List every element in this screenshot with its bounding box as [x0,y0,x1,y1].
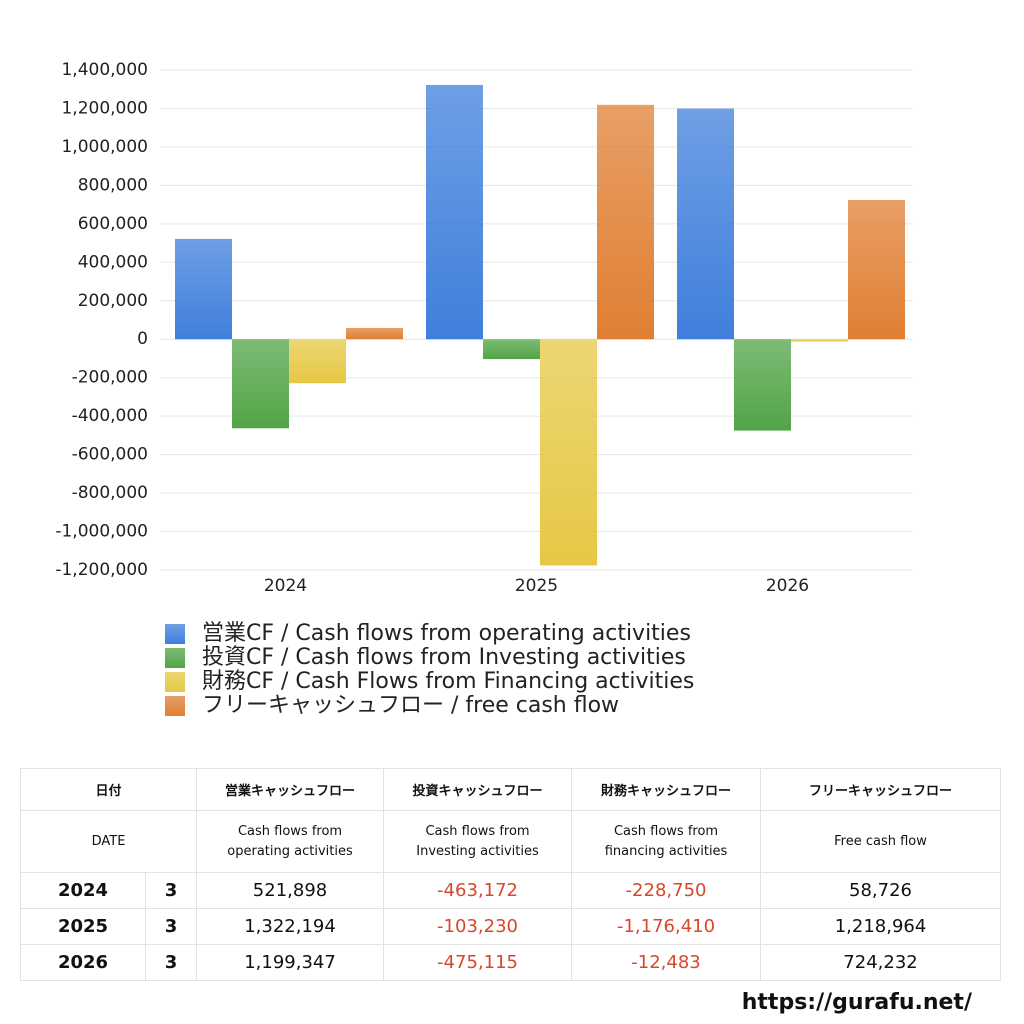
subheader-line: operating activities [227,843,353,859]
bar [734,339,791,431]
value-cell: 521,898 [196,872,385,909]
subheader-line: Investing activities [416,843,539,859]
y-tick-label: 1,400,000 [61,60,148,80]
value-cell: -103,230 [383,908,573,945]
month-cell: 3 [144,872,198,909]
footer-url: https://gurafu.net/ [741,990,972,1015]
legend-label: 財務CF / Cash Flows from Financing activit… [202,669,694,694]
legend-swatch [165,696,185,716]
bar [677,108,734,340]
subheader-line: Cash flows from [425,823,530,839]
y-tick-label: 1,000,000 [61,137,148,157]
year-cell: 2025 [20,908,146,945]
y-tick-label: 200,000 [78,291,148,311]
y-tick-label: 600,000 [78,214,148,234]
legend-swatch [165,624,185,644]
column-subheader: Cash flows from operating activities [196,810,385,873]
bar [848,199,905,340]
bar [791,339,848,342]
bar [483,339,540,360]
column-header: 日付 [19,768,198,811]
table-row: 2026 3 1,199,347 -475,115 -12,483 724,232 [20,944,1002,981]
x-tick-label: 2026 [766,576,809,596]
value-cell: -475,115 [383,944,573,981]
y-tick-label: 1,200,000 [61,98,148,118]
y-tick-label: 0 [137,329,148,349]
bar [346,327,403,340]
bar [232,339,289,429]
y-tick-label: 800,000 [78,175,148,195]
column-subheader: DATE [19,810,198,873]
column-header: 営業キャッシュフロー [196,768,385,811]
x-tick-label: 2024 [264,576,307,596]
value-cell: -12,483 [571,944,762,981]
legend-label: 営業CF / Cash flows from operating activit… [202,621,691,646]
bar [175,238,232,340]
data-table: 日付 営業キャッシュフロー 投資キャッシュフロー 財務キャッシュフロー フリーキャッシュ… [19,768,1002,981]
year-cell: 2024 [20,872,146,909]
value-cell: -228,750 [571,872,762,909]
subheader-line: Free cash flow [834,833,927,849]
column-subheader: Cash flows from Investing activities [383,810,573,873]
subheader-line: Cash flows from [237,823,343,839]
legend-label: フリーキャッシュフロー / free cash flow [202,693,619,718]
subheader-line: DATE [91,833,126,849]
table-row: DATE Cash flows from operating activities C… [19,810,1002,873]
legend-swatch [165,648,185,668]
column-header: 投資キャッシュフロー [383,768,573,811]
x-tick-label: 2025 [515,576,558,596]
value-cell: 1,322,194 [196,908,385,945]
legend-swatch [165,672,185,692]
table-row: 2024 3 521,898 -463,172 -228,750 58,726 [20,872,1002,909]
y-tick-label: -200,000 [72,368,148,388]
year-cell: 2026 [20,944,146,981]
value-cell: 1,199,347 [196,944,385,981]
column-header: 財務キャッシュフロー [571,768,762,811]
y-tick-label: 400,000 [78,252,148,272]
column-subheader: Cash flows from financing activities [571,810,762,873]
table-row: 2025 3 1,322,194 -103,230 -1,176,410 1,218,96… [20,908,1002,945]
value-cell: -1,176,410 [571,908,762,945]
subheader-line: financing activities [604,843,728,859]
month-cell: 3 [144,908,198,945]
value-cell: 1,218,964 [760,908,1002,945]
column-header: フリーキャッシュフロー [760,768,1002,811]
value-cell: 58,726 [760,872,1002,909]
bar [289,339,346,384]
bar [540,339,597,566]
y-tick-label: -400,000 [72,406,148,426]
value-cell: 724,232 [760,944,1002,981]
legend-label: 投資CF / Cash flows from Investing activit… [202,645,686,670]
column-subheader: Free cash flow [760,810,1002,873]
chart: -1,200,000 -1,000,000 -800,000 -600,000 -400… [55,60,913,718]
month-cell: 3 [144,944,198,981]
subheader-line: Cash flows from [613,823,719,839]
y-tick-label: -800,000 [72,483,148,503]
y-tick-label: -1,200,000 [55,560,148,580]
table-row: 日付 営業キャッシュフロー 投資キャッシュフロー 財務キャッシュフロー フリーキャッシュ… [19,768,1002,811]
y-tick-label: -600,000 [72,445,148,465]
value-cell: -463,172 [383,872,573,909]
bar [426,84,483,340]
y-tick-label: -1,000,000 [55,522,148,542]
bar [597,104,654,340]
